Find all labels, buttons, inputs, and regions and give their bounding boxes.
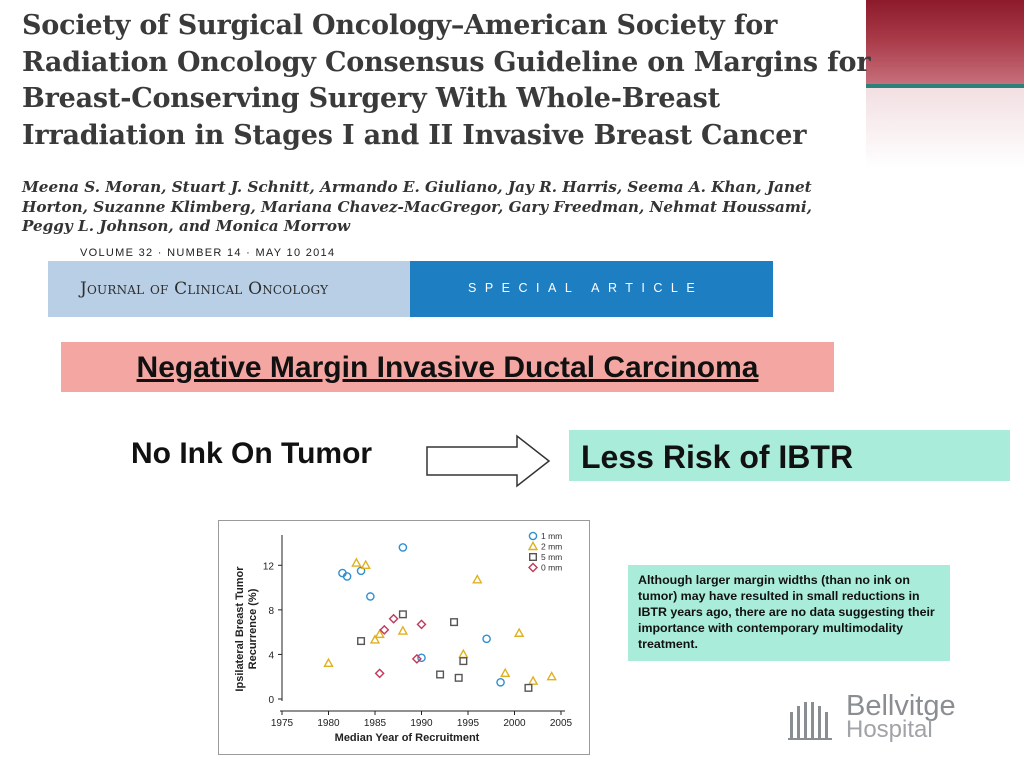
- note-box: Although larger margin widths (than no i…: [628, 565, 950, 661]
- y-tick-label: 8: [268, 606, 274, 617]
- legend-marker-1mm: [528, 531, 538, 541]
- x-tick-label: 1990: [410, 718, 433, 729]
- article-type-label: SPECIAL ARTICLE: [468, 281, 704, 295]
- legend-marker-0mm: [528, 562, 538, 573]
- journal-name: Journal of Clinical Oncology: [80, 279, 329, 299]
- legend-label-1mm: 1 mm: [541, 531, 562, 541]
- point-5mm: [398, 610, 407, 619]
- point-2mm: [500, 667, 511, 678]
- legend-marker-2mm: [527, 540, 539, 551]
- point-2mm: [472, 574, 483, 584]
- point-5mm: [459, 657, 468, 666]
- point-5mm: [454, 673, 463, 682]
- journal-name-panel: Journal of Clinical Oncology: [48, 261, 410, 317]
- right-arrow-icon: [426, 434, 551, 488]
- point-1mm: [417, 653, 426, 663]
- point-0mm: [411, 653, 422, 664]
- x-tick-label: 2005: [550, 718, 573, 729]
- y-tick-label: 0: [268, 695, 274, 706]
- x-tick-label: 1995: [457, 718, 480, 729]
- chart-points: [323, 543, 557, 692]
- point-2mm: [323, 657, 334, 668]
- topic-banner: Negative Margin Invasive Ductal Carcinom…: [61, 342, 834, 392]
- condition-label: No Ink On Tumor: [131, 437, 373, 470]
- journal-header-band: Journal of Clinical Oncology SPECIAL ART…: [48, 261, 773, 317]
- point-0mm: [388, 613, 399, 624]
- point-0mm: [416, 619, 427, 630]
- point-2mm: [546, 671, 557, 681]
- point-2mm: [374, 628, 385, 639]
- hospital-logo-subname: Hospital: [846, 716, 933, 743]
- article-type-panel: SPECIAL ARTICLE: [410, 261, 773, 317]
- volume-line: VOLUME 32 · NUMBER 14 · MAY 10 2014: [80, 247, 336, 259]
- hospital-logo-icon: [788, 702, 832, 740]
- point-2mm: [369, 634, 381, 644]
- point-1mm: [366, 592, 375, 601]
- decorative-corner-band: [866, 0, 1024, 88]
- point-5mm: [357, 637, 366, 646]
- chart-legend: 1 mm2 mm5 mm0 mm: [527, 531, 562, 573]
- x-tick-label: 2000: [503, 718, 526, 729]
- recurrence-scatter-plot: 0 4 8 12 1975 1980 1985 1990 1995 2000 2005 1 mm2 …: [234, 531, 573, 744]
- topic-banner-title: Negative Margin Invasive Ductal Carcinom…: [136, 351, 759, 384]
- x-tick-label: 1975: [271, 718, 294, 729]
- point-1mm: [482, 634, 491, 644]
- paper-authors: Meena S. Moran, Stuart J. Schnitt, Arman…: [22, 178, 812, 235]
- recurrence-chart: 0 4 8 12 1975 1980 1985 1990 1995 2000 2005 1 mm 2 …: [218, 520, 590, 755]
- legend-label-0mm: 0 mm: [541, 563, 562, 573]
- legend-marker-5mm: [529, 553, 538, 562]
- chart-axes: 0 4 8 12 1975 1980 1985 1990 1995 2000 2005: [263, 535, 573, 729]
- point-2mm: [351, 557, 362, 567]
- point-1mm: [496, 677, 505, 687]
- legend-label-2mm: 2 mm: [541, 542, 562, 552]
- paper-title: Society of Surgical Oncology–American So…: [22, 10, 871, 151]
- point-5mm: [436, 670, 445, 679]
- decorative-corner-fade: [866, 88, 1024, 168]
- y-axis-label: Ipsilateral Breast TumorRecurrence (%): [234, 566, 259, 692]
- point-2mm: [397, 625, 409, 635]
- decorative-corner-line: [866, 84, 1024, 88]
- point-5mm: [450, 618, 459, 627]
- point-1mm: [356, 566, 366, 576]
- point-5mm: [524, 683, 533, 692]
- point-0mm: [374, 668, 385, 679]
- point-2mm: [458, 648, 469, 659]
- point-1mm: [398, 543, 408, 552]
- hospital-logo-name: Bellvitge: [846, 690, 956, 722]
- point-1mm: [342, 572, 352, 581]
- point-2mm: [513, 627, 525, 637]
- point-2mm: [360, 559, 371, 569]
- y-tick-label: 12: [263, 561, 275, 572]
- outcome-label: Less Risk of IBTR: [581, 439, 854, 475]
- outcome-box: Less Risk of IBTR: [569, 430, 1010, 481]
- legend-label-5mm: 5 mm: [541, 552, 562, 562]
- x-axis-label: Median Year of Recruitment: [335, 732, 480, 744]
- hospital-logo: Bellvitge Hospital: [788, 690, 988, 744]
- x-tick-label: 1985: [364, 718, 387, 729]
- point-0mm: [379, 624, 390, 635]
- point-2mm: [527, 675, 539, 685]
- y-tick-label: 4: [268, 650, 274, 661]
- x-tick-label: 1980: [317, 718, 340, 729]
- note-text: Although larger margin widths (than no i…: [638, 573, 935, 651]
